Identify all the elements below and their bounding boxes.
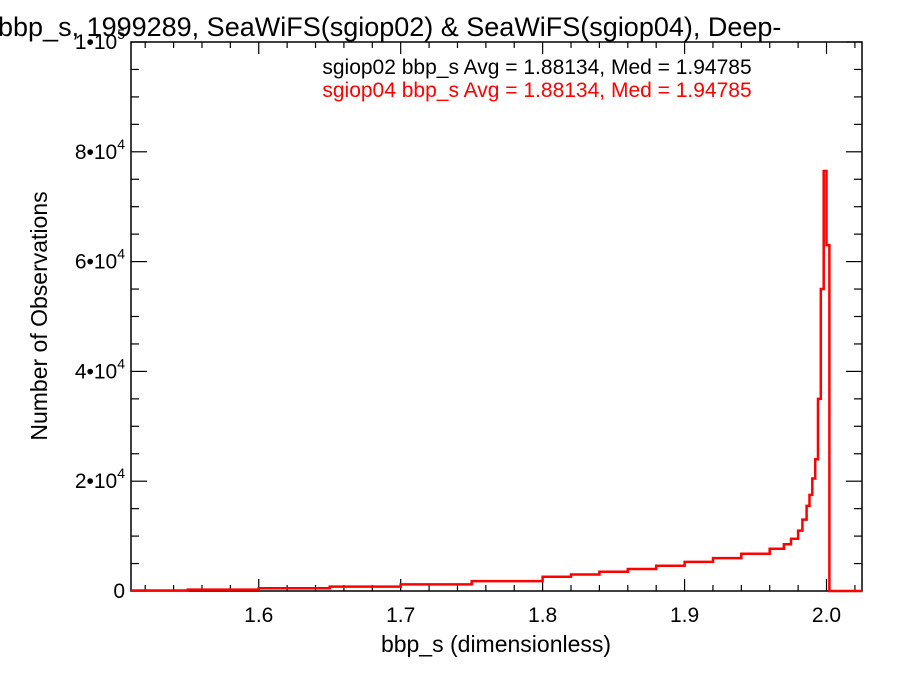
y-tick-label: 2•104 — [75, 465, 125, 493]
y-tick-exponent: 4 — [117, 246, 125, 262]
y-axis-label: Number of Observations — [26, 191, 52, 440]
y-tick-exponent: 4 — [117, 136, 125, 152]
y-tick-mantissa: 0 — [113, 580, 125, 603]
y-tick-mantissa: 8•10 — [75, 141, 117, 164]
y-tick-mantissa: 4•10 — [75, 360, 117, 383]
x-tick-label: 1.8 — [528, 604, 557, 627]
y-tick-exponent: 5 — [117, 26, 125, 42]
y-tick-mantissa: 6•10 — [75, 251, 117, 274]
x-tick-label: 2.0 — [812, 604, 841, 627]
x-tick-label: 1.7 — [386, 604, 415, 627]
plot-frame — [130, 41, 863, 592]
x-tick-label: 1.6 — [244, 604, 273, 627]
y-tick-exponent: 4 — [117, 465, 125, 481]
y-tick-label: 6•104 — [75, 246, 125, 274]
y-tick-label: 8•104 — [75, 136, 125, 164]
chart-title: bbp_s, 1999289, SeaWiFS(sgiop02) & SeaWi… — [0, 12, 781, 42]
y-tick-exponent: 4 — [117, 355, 125, 371]
y-tick-label: 1•105 — [75, 26, 125, 54]
series-line-sgiop04 — [131, 169, 862, 593]
annotation-sgiop04-stats: sgiop04 bbp_s Avg = 1.88134, Med = 1.947… — [322, 79, 751, 102]
y-tick-mantissa: 2•10 — [75, 470, 117, 493]
x-tick-label: 1.9 — [670, 604, 699, 627]
y-tick-label: 4•104 — [75, 355, 125, 383]
annotation-sgiop02-stats: sgiop02 bbp_s Avg = 1.88134, Med = 1.947… — [322, 56, 751, 79]
x-axis-label: bbp_s (dimensionless) — [381, 631, 611, 657]
x-axis-ticks: 1.6 1.7 1.8 1.9 2.0 — [144, 42, 856, 627]
y-tick-mantissa: 1•10 — [75, 31, 117, 54]
y-tick-label: 0 — [113, 580, 125, 603]
